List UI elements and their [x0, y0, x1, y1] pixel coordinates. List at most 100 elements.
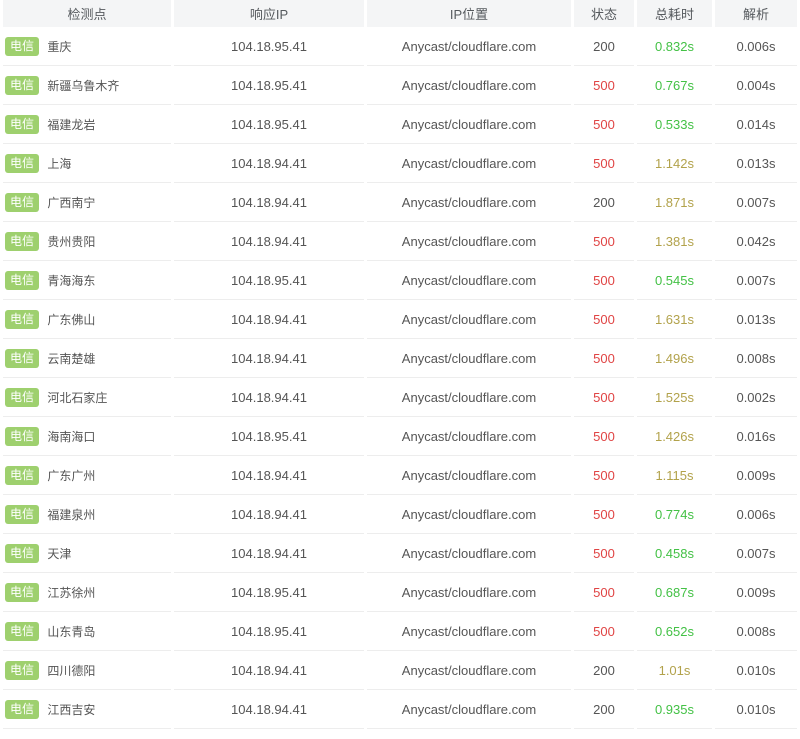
- resolve-time: 0.007s: [715, 183, 797, 222]
- resolve-time: 0.006s: [715, 27, 797, 66]
- status-code: 500: [574, 261, 634, 300]
- isp-badge: 电信: [5, 270, 40, 290]
- total-time: 1.142s: [637, 144, 712, 183]
- table-row: 电信 天津 104.18.94.41 Anycast/cloudflare.co…: [3, 534, 797, 573]
- resolve-time: 0.042s: [715, 222, 797, 261]
- ip-location: Anycast/cloudflare.com: [367, 378, 571, 417]
- ip-location: Anycast/cloudflare.com: [367, 573, 571, 612]
- node-name: 天津: [47, 546, 72, 561]
- table-row: 电信 江西吉安 104.18.94.41 Anycast/cloudflare.…: [3, 690, 797, 729]
- total-time: 0.767s: [637, 66, 712, 105]
- resolve-time: 0.010s: [715, 690, 797, 729]
- node-name: 上海: [47, 156, 72, 171]
- table-row: 电信 青海海东 104.18.95.41 Anycast/cloudflare.…: [3, 261, 797, 300]
- total-time: 1.426s: [637, 417, 712, 456]
- isp-badge: 电信: [5, 192, 40, 212]
- status-code: 500: [574, 105, 634, 144]
- response-ip: 104.18.94.41: [174, 144, 364, 183]
- node-name: 新疆乌鲁木齐: [47, 78, 120, 93]
- total-time: 0.652s: [637, 612, 712, 651]
- resolve-time: 0.013s: [715, 300, 797, 339]
- ip-location: Anycast/cloudflare.com: [367, 222, 571, 261]
- isp-badge: 电信: [5, 426, 40, 446]
- resolve-time: 0.007s: [715, 534, 797, 573]
- header-node: 检测点: [3, 0, 171, 27]
- response-ip: 104.18.95.41: [174, 573, 364, 612]
- header-resolve: 解析: [715, 0, 797, 27]
- isp-badge: 电信: [5, 153, 40, 173]
- ip-location: Anycast/cloudflare.com: [367, 300, 571, 339]
- total-time: 1.525s: [637, 378, 712, 417]
- resolve-time: 0.016s: [715, 417, 797, 456]
- table-row: 电信 江苏徐州 104.18.95.41 Anycast/cloudflare.…: [3, 573, 797, 612]
- resolve-time: 0.013s: [715, 144, 797, 183]
- node-name: 四川德阳: [47, 663, 96, 678]
- status-code: 500: [574, 417, 634, 456]
- node-name: 江苏徐州: [47, 585, 96, 600]
- header-ip-location: IP位置: [367, 0, 571, 27]
- isp-badge: 电信: [5, 582, 40, 602]
- total-time: 1.496s: [637, 339, 712, 378]
- table-row: 电信 四川德阳 104.18.94.41 Anycast/cloudflare.…: [3, 651, 797, 690]
- total-time: 0.832s: [637, 27, 712, 66]
- node-name: 河北石家庄: [47, 390, 108, 405]
- response-ip: 104.18.94.41: [174, 690, 364, 729]
- isp-badge: 电信: [5, 621, 40, 641]
- status-code: 200: [574, 690, 634, 729]
- resolve-time: 0.006s: [715, 495, 797, 534]
- status-code: 500: [574, 144, 634, 183]
- response-ip: 104.18.94.41: [174, 183, 364, 222]
- total-time: 1.115s: [637, 456, 712, 495]
- response-ip: 104.18.95.41: [174, 612, 364, 651]
- total-time: 0.935s: [637, 690, 712, 729]
- table-row: 电信 山东青岛 104.18.95.41 Anycast/cloudflare.…: [3, 612, 797, 651]
- table-row: 电信 福建龙岩 104.18.95.41 Anycast/cloudflare.…: [3, 105, 797, 144]
- response-ip: 104.18.95.41: [174, 417, 364, 456]
- resolve-time: 0.008s: [715, 612, 797, 651]
- table-row: 电信 贵州贵阳 104.18.94.41 Anycast/cloudflare.…: [3, 222, 797, 261]
- total-time: 1.871s: [637, 183, 712, 222]
- total-time: 0.545s: [637, 261, 712, 300]
- ip-location: Anycast/cloudflare.com: [367, 66, 571, 105]
- resolve-time: 0.008s: [715, 339, 797, 378]
- response-ip: 104.18.94.41: [174, 222, 364, 261]
- node-name: 广东佛山: [47, 312, 96, 327]
- table-header-row: 检测点 响应IP IP位置 状态 总耗时 解析: [3, 0, 797, 27]
- node-name: 江西吉安: [47, 702, 96, 717]
- node-name: 山东青岛: [47, 624, 96, 639]
- response-ip: 104.18.94.41: [174, 651, 364, 690]
- node-name: 青海海东: [47, 273, 96, 288]
- response-ip: 104.18.94.41: [174, 534, 364, 573]
- isp-badge: 电信: [5, 387, 40, 407]
- response-ip: 104.18.95.41: [174, 105, 364, 144]
- response-ip: 104.18.94.41: [174, 339, 364, 378]
- table-row: 电信 重庆 104.18.95.41 Anycast/cloudflare.co…: [3, 27, 797, 66]
- ip-location: Anycast/cloudflare.com: [367, 456, 571, 495]
- status-code: 500: [574, 339, 634, 378]
- table-row: 电信 广东佛山 104.18.94.41 Anycast/cloudflare.…: [3, 300, 797, 339]
- node-name: 福建泉州: [47, 507, 96, 522]
- table-row: 电信 广东广州 104.18.94.41 Anycast/cloudflare.…: [3, 456, 797, 495]
- resolve-time: 0.010s: [715, 651, 797, 690]
- isp-badge: 电信: [5, 114, 40, 134]
- status-code: 500: [574, 573, 634, 612]
- status-code: 500: [574, 456, 634, 495]
- table-row: 电信 广西南宁 104.18.94.41 Anycast/cloudflare.…: [3, 183, 797, 222]
- total-time: 1.01s: [637, 651, 712, 690]
- response-ip: 104.18.95.41: [174, 27, 364, 66]
- status-code: 500: [574, 612, 634, 651]
- response-ip: 104.18.94.41: [174, 300, 364, 339]
- header-response-ip: 响应IP: [174, 0, 364, 27]
- status-code: 500: [574, 495, 634, 534]
- status-code: 200: [574, 183, 634, 222]
- isp-badge: 电信: [5, 231, 40, 251]
- ip-location: Anycast/cloudflare.com: [367, 105, 571, 144]
- header-total-time: 总耗时: [637, 0, 712, 27]
- resolve-time: 0.002s: [715, 378, 797, 417]
- resolve-time: 0.009s: [715, 456, 797, 495]
- response-ip: 104.18.94.41: [174, 456, 364, 495]
- table-body: 电信 重庆 104.18.95.41 Anycast/cloudflare.co…: [3, 27, 797, 729]
- node-name: 云南楚雄: [47, 351, 96, 366]
- resolve-time: 0.014s: [715, 105, 797, 144]
